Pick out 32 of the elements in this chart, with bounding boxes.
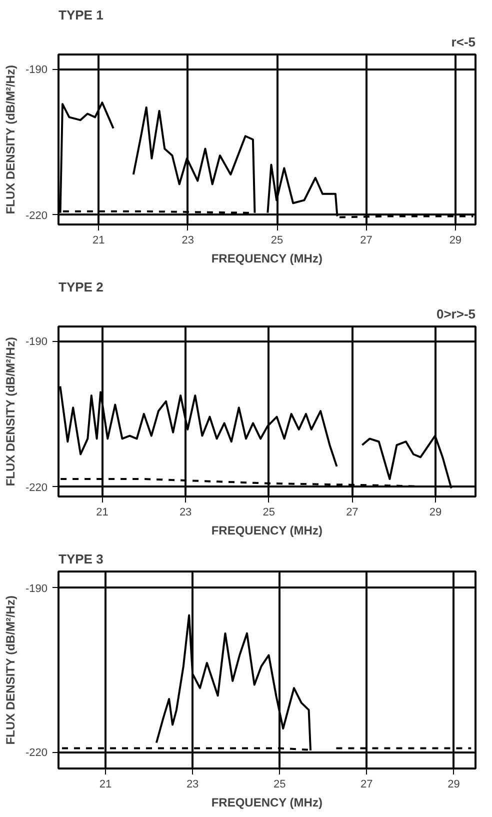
chart-title: TYPE 2 <box>58 280 104 294</box>
x-axis-title: FREQUENCY (MHz) <box>211 524 322 538</box>
x-axis-title: FREQUENCY (MHz) <box>211 252 322 266</box>
y-axis-title: FLUX DENSITY (dB/M²/Hz) <box>3 337 18 486</box>
x-tick-label: 25 <box>274 778 286 790</box>
x-tick-label: 21 <box>92 234 105 246</box>
x-tick-label: 27 <box>360 234 372 246</box>
x-tick-label: 27 <box>346 506 358 518</box>
y-axis-title: FLUX DENSITY (dB/M²/Hz) <box>3 596 18 745</box>
y-tick-label: -190 <box>25 64 48 76</box>
chart-title: TYPE 1 <box>58 8 104 22</box>
x-tick-label: 29 <box>448 778 460 790</box>
x-tick-label: 29 <box>429 506 442 518</box>
chart-title: TYPE 3 <box>58 552 104 566</box>
y-tick-label: -220 <box>25 210 48 222</box>
y-axis-title: FLUX DENSITY (dB/M²/Hz) <box>3 65 18 214</box>
x-tick-label: 23 <box>179 506 192 518</box>
y-tick-label: -190 <box>25 336 48 348</box>
y-tick-label: -190 <box>25 582 48 595</box>
x-tick-label: 23 <box>186 778 199 790</box>
x-tick-label: 27 <box>360 778 373 790</box>
x-tick-label: 21 <box>99 778 112 790</box>
x-tick-label: 29 <box>449 234 462 246</box>
x-tick-label: 25 <box>270 234 284 246</box>
y-tick-label: -220 <box>25 482 48 494</box>
x-tick-label: 23 <box>182 234 194 246</box>
x-tick-label: 25 <box>262 506 276 518</box>
chart-subtitle: 0>r>-5 <box>436 306 476 322</box>
chart-subtitle: r<-5 <box>451 34 476 50</box>
y-tick-label: -220 <box>25 747 48 760</box>
x-tick-label: 21 <box>96 506 108 518</box>
x-axis-title: FREQUENCY (MHz) <box>211 796 322 810</box>
